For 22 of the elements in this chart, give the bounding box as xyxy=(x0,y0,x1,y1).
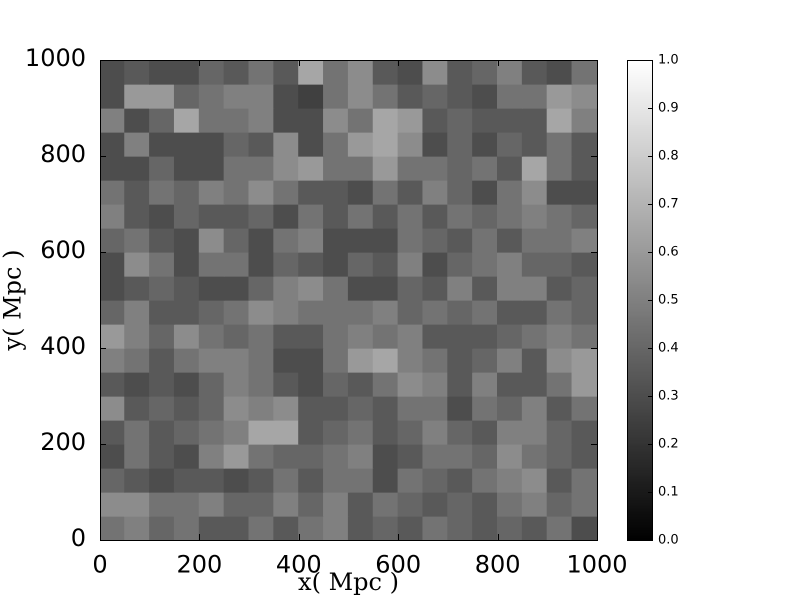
color-bar-label: 0.7 xyxy=(658,196,679,212)
color-bar-label: 0.4 xyxy=(658,340,679,356)
color-bar-label: 0.1 xyxy=(658,484,679,500)
y-tick-label: 600 xyxy=(40,236,86,264)
color-bar-label: 0.8 xyxy=(658,148,679,164)
y-tick-label: 1000 xyxy=(24,44,86,72)
x-tick-label: 1000 xyxy=(566,550,628,579)
color-bar-label: 0.0 xyxy=(658,532,679,548)
y-tick-label: 0 xyxy=(70,524,86,552)
x-tick-label: 200 xyxy=(176,550,222,579)
y-tick-label: 400 xyxy=(40,332,86,360)
color-bar-label: 0.5 xyxy=(658,292,679,308)
x-tick-label: 0 xyxy=(92,550,108,579)
x-tick-label: 800 xyxy=(474,550,521,579)
y-tick-label: 800 xyxy=(40,140,86,168)
color-bar-label: 0.3 xyxy=(658,388,679,404)
color-bar-label: 1.0 xyxy=(658,52,679,68)
color-bar-label: 0.2 xyxy=(658,436,679,452)
y-axis-title: y( Mpc ) xyxy=(0,250,27,352)
color-bar-label: 0.6 xyxy=(658,244,679,260)
y-tick-label: 200 xyxy=(40,428,86,456)
color-bar-label: 0.9 xyxy=(658,100,679,116)
